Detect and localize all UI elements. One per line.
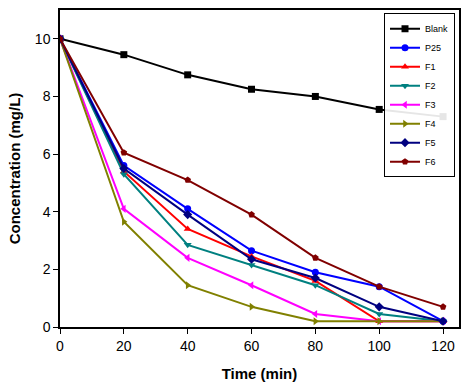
svg-text:10: 10 (35, 31, 51, 47)
svg-text:0: 0 (56, 338, 64, 354)
svg-text:80: 80 (308, 338, 324, 354)
svg-text:F6: F6 (425, 157, 436, 167)
svg-text:0: 0 (43, 319, 51, 335)
svg-text:Time (min): Time (min) (222, 365, 298, 382)
svg-text:40: 40 (180, 338, 196, 354)
svg-text:20: 20 (116, 338, 132, 354)
svg-text:100: 100 (368, 338, 392, 354)
svg-text:Blank: Blank (425, 24, 448, 34)
svg-text:4: 4 (43, 204, 51, 220)
svg-text:Concentration (mg/L): Concentration (mg/L) (6, 93, 23, 245)
svg-text:F5: F5 (425, 138, 436, 148)
svg-text:F3: F3 (425, 100, 436, 110)
svg-text:P25: P25 (425, 43, 441, 53)
svg-text:2: 2 (43, 261, 51, 277)
svg-text:F1: F1 (425, 62, 436, 72)
svg-text:60: 60 (244, 338, 260, 354)
svg-text:6: 6 (43, 146, 51, 162)
svg-text:8: 8 (43, 88, 51, 104)
svg-text:F2: F2 (425, 81, 436, 91)
svg-text:120: 120 (431, 338, 455, 354)
svg-text:F4: F4 (425, 119, 436, 129)
